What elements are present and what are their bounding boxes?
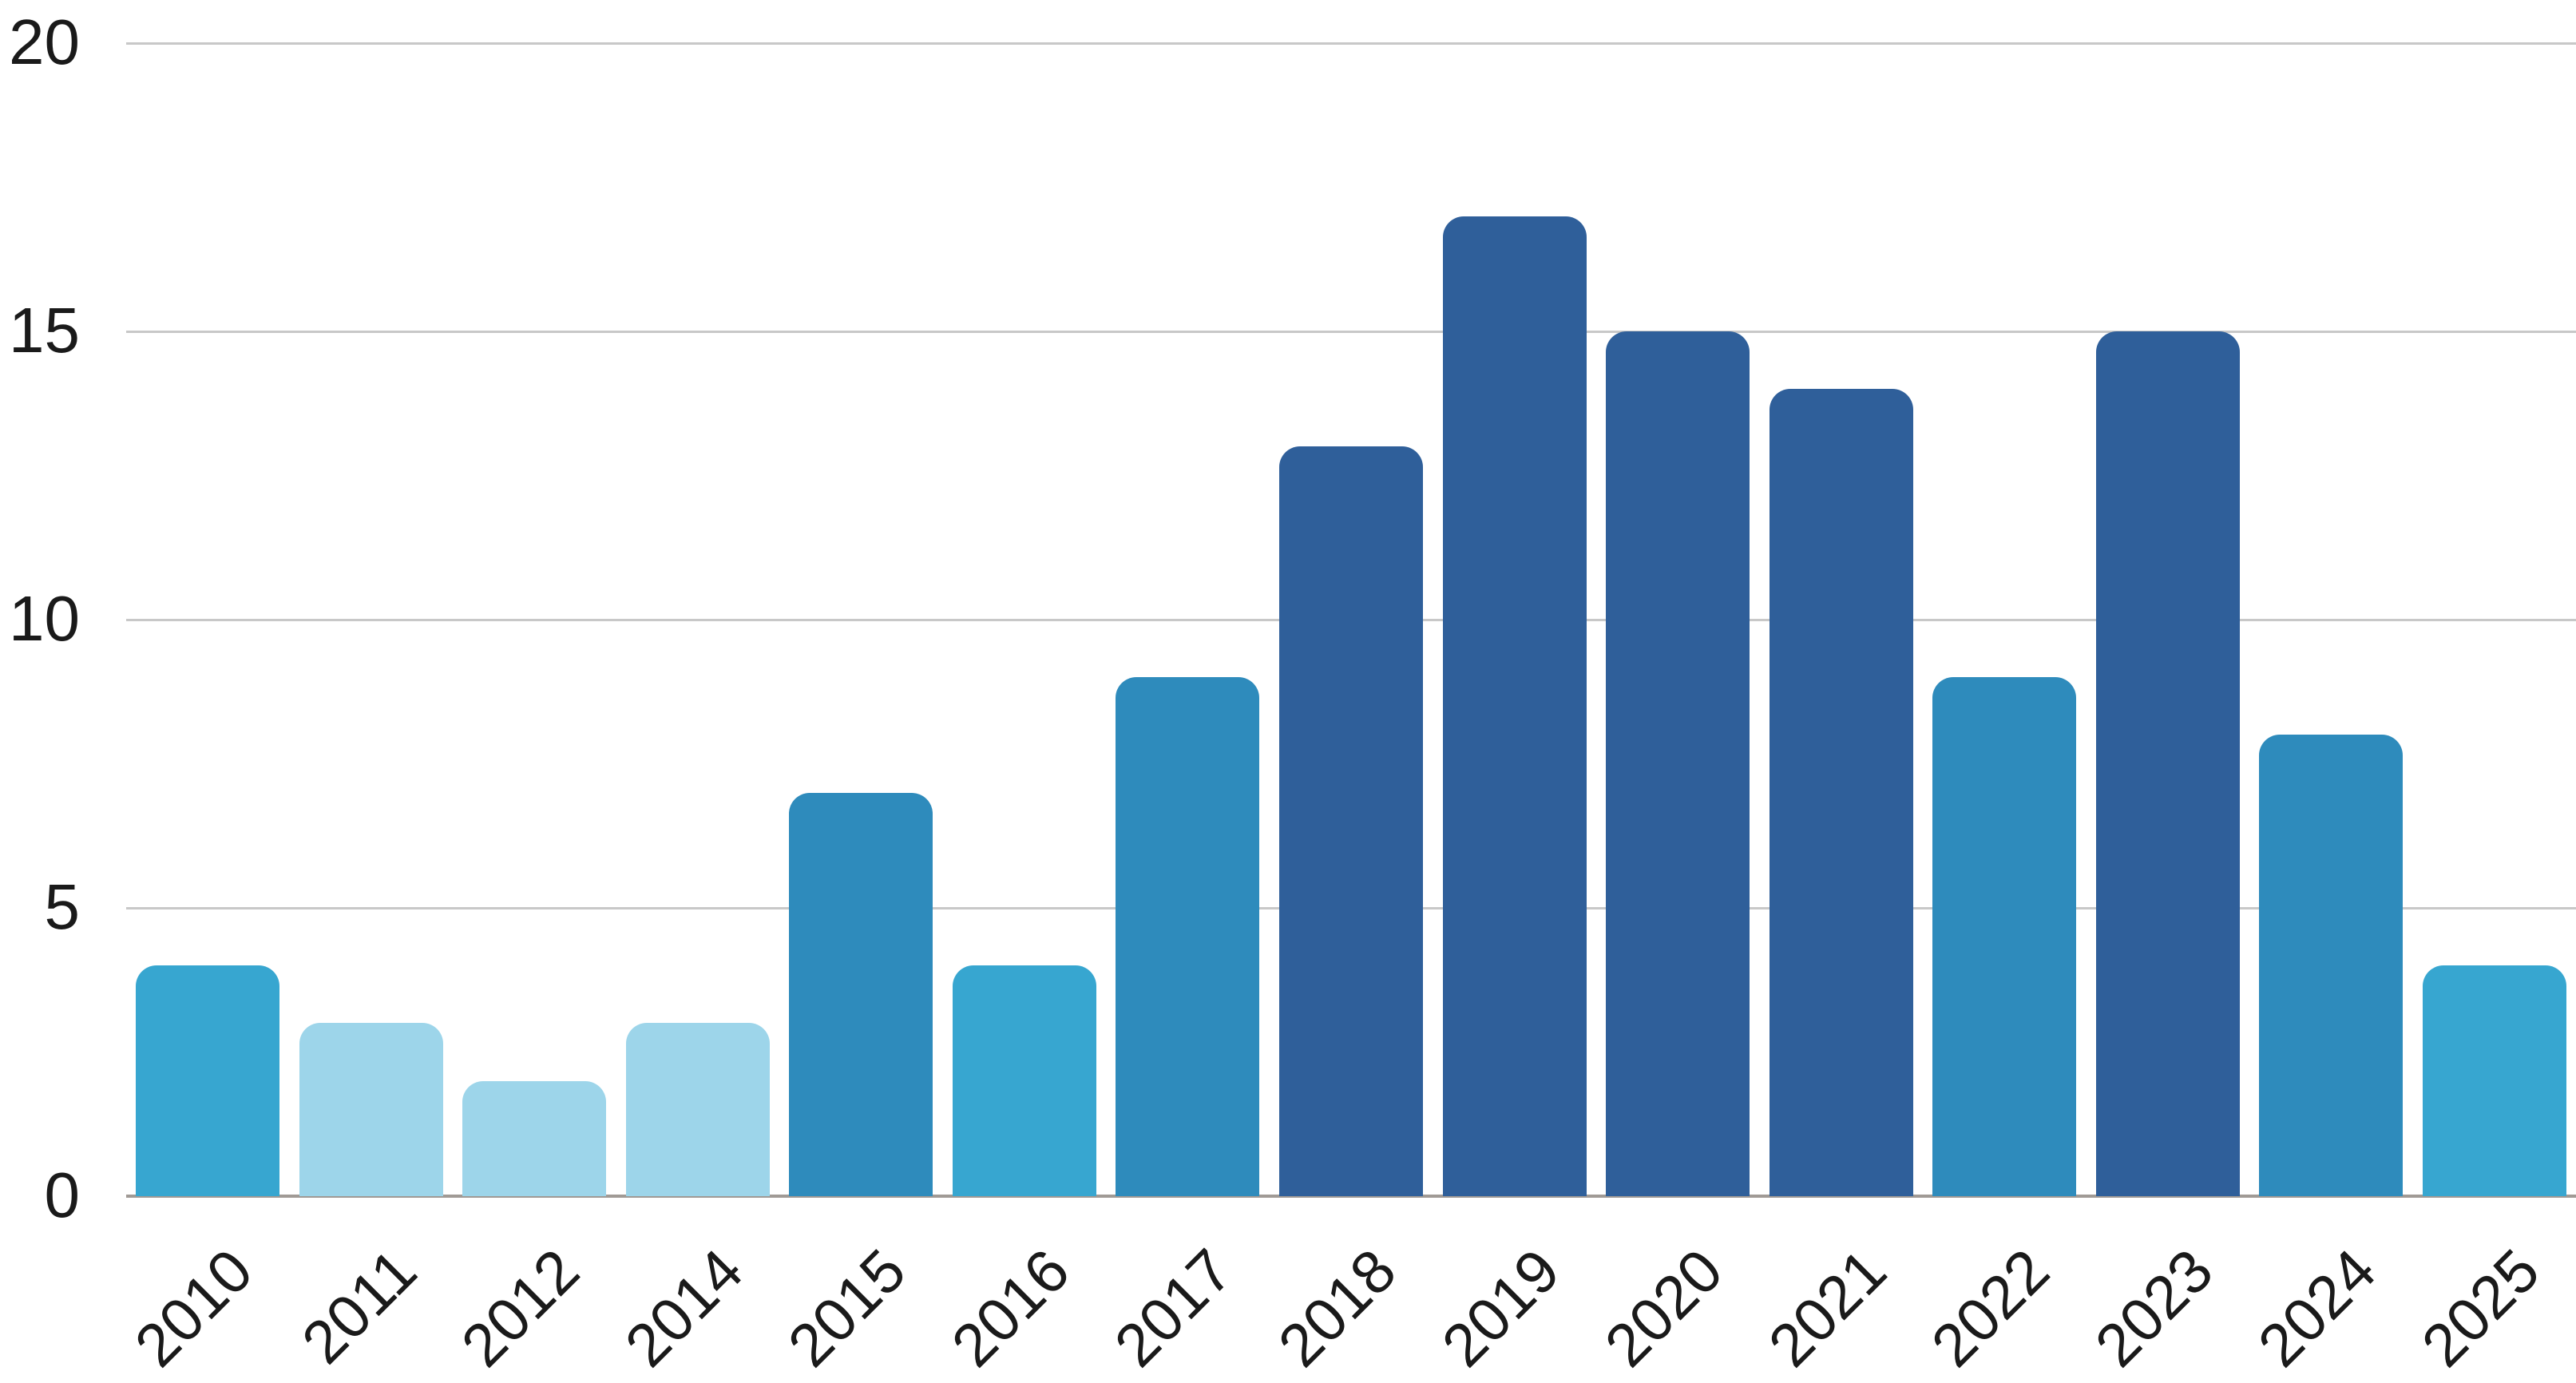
- bar-2010: [136, 965, 279, 1196]
- x-tick-label-2023: 2023: [2082, 1236, 2226, 1381]
- x-tick-label-2010: 2010: [121, 1236, 266, 1381]
- bar-2023: [2096, 331, 2240, 1196]
- bar-2012: [462, 1081, 606, 1196]
- bar-2016: [953, 965, 1096, 1196]
- x-tick-label-2017: 2017: [1101, 1236, 1246, 1381]
- y-tick-label-20: 20: [9, 6, 80, 77]
- x-tick-label-2015: 2015: [775, 1236, 919, 1381]
- x-tick-label-2021: 2021: [1755, 1236, 1900, 1381]
- x-tick-label-2022: 2022: [1918, 1236, 2063, 1381]
- x-tick-label-2011: 2011: [288, 1236, 430, 1377]
- bar-2014: [626, 1023, 770, 1196]
- x-tick-label-2024: 2024: [2245, 1236, 2389, 1381]
- gridline-20: [126, 42, 2576, 45]
- y-tick-label-0: 0: [44, 1159, 81, 1230]
- x-tick-label-2020: 2020: [1591, 1236, 1736, 1381]
- bar-2024: [2259, 735, 2403, 1196]
- bar-2018: [1279, 446, 1423, 1196]
- y-tick-label-15: 15: [9, 295, 80, 366]
- bar-2019: [1443, 216, 1587, 1196]
- x-axis-baseline: [126, 1195, 2576, 1198]
- bar-2022: [1932, 677, 2076, 1196]
- x-tick-label-2018: 2018: [1265, 1236, 1409, 1381]
- x-tick-label-2014: 2014: [612, 1236, 756, 1381]
- bar-2015: [789, 793, 933, 1196]
- x-tick-label-2025: 2025: [2408, 1236, 2553, 1381]
- gridline-15: [126, 331, 2576, 333]
- bar-2011: [299, 1023, 443, 1196]
- x-tick-label-2016: 2016: [938, 1236, 1083, 1381]
- bar-2020: [1606, 331, 1750, 1196]
- y-tick-label-5: 5: [44, 871, 81, 942]
- bar-2025: [2423, 965, 2566, 1196]
- y-tick-label-10: 10: [9, 583, 80, 654]
- x-tick-label-2019: 2019: [1429, 1236, 1573, 1381]
- x-tick-label-2012: 2012: [448, 1236, 592, 1381]
- bar-2021: [1770, 389, 1913, 1196]
- bar-2017: [1116, 677, 1259, 1196]
